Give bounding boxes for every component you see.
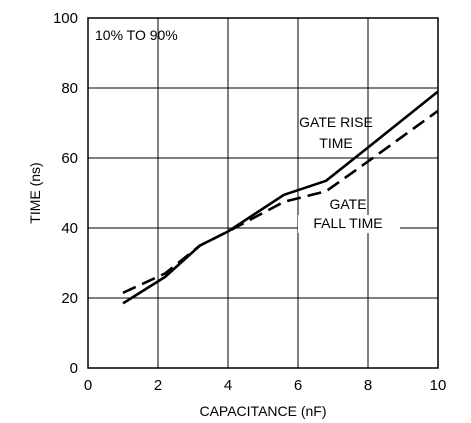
x-tick-label: 6 bbox=[294, 377, 302, 394]
x-tick-labels: 0 2 4 6 8 10 bbox=[84, 377, 447, 394]
x-tick-label: 0 bbox=[84, 377, 92, 394]
y-tick-label: 80 bbox=[61, 80, 78, 97]
x-tick-label: 2 bbox=[154, 377, 162, 394]
gate-rise-time-label-line2: TIME bbox=[319, 135, 352, 151]
x-tick-label: 4 bbox=[224, 377, 232, 394]
gate-fall-time-label-backdrop bbox=[298, 215, 400, 233]
gate-fall-time-line bbox=[122, 109, 439, 294]
y-tick-label: 40 bbox=[61, 220, 78, 237]
y-tick-label: 20 bbox=[61, 290, 78, 307]
plot-frame bbox=[87, 17, 439, 369]
y-tick-label: 100 bbox=[53, 10, 78, 27]
x-axis-title: CAPACITANCE (nF) bbox=[199, 403, 326, 419]
gate-fall-time-label-line1: GATE bbox=[329, 196, 366, 212]
gate-rise-time-label: GATE RISE TIME bbox=[299, 114, 373, 151]
gate-rise-time-label-line1: GATE RISE bbox=[299, 114, 373, 130]
series-lines bbox=[122, 90, 439, 305]
y-tick-label: 0 bbox=[70, 360, 78, 377]
grid bbox=[88, 18, 438, 368]
range-annotation: 10% TO 90% bbox=[95, 27, 178, 43]
gate-fall-time-label: GATE FALL TIME bbox=[298, 196, 400, 233]
gate-fall-time-label-line2: FALL TIME bbox=[313, 215, 382, 231]
gate-rise-time-line bbox=[122, 90, 439, 305]
y-axis-title: TIME (ns) bbox=[27, 162, 43, 223]
x-tick-label: 8 bbox=[364, 377, 372, 394]
x-tick-label: 10 bbox=[430, 377, 447, 394]
y-tick-label: 60 bbox=[61, 150, 78, 167]
y-tick-labels: 0 20 40 60 80 100 bbox=[53, 10, 78, 377]
